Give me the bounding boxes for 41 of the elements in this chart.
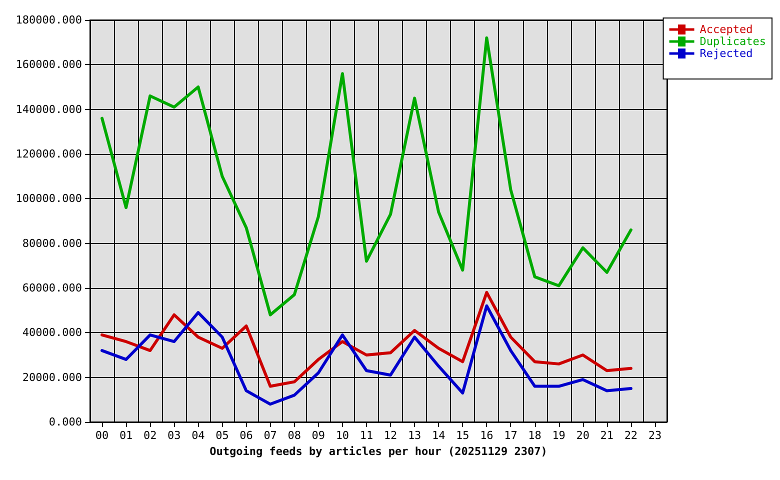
x-tick-label: 13 (408, 429, 422, 442)
x-tick-label: 05 (216, 429, 229, 442)
x-tick-label: 00 (95, 429, 109, 442)
legend-label: Rejected (700, 47, 753, 60)
line-series (100, 290, 632, 388)
x-tick-label: 02 (143, 429, 157, 442)
x-tick-label: 06 (240, 429, 253, 442)
x-tick-label: 14 (432, 429, 446, 442)
x-tick-label: 23 (648, 429, 662, 442)
x-tick-label: 17 (504, 429, 518, 442)
legend-label: Accepted (700, 23, 753, 36)
y-tick-label: 160000.000 (16, 58, 82, 72)
x-tick-label: 15 (456, 429, 470, 442)
y-tick-label: 80000.000 (22, 236, 82, 250)
x-tick-label: 21 (600, 429, 614, 442)
x-tick-label: 10 (336, 429, 350, 442)
y-tick-label: 100000.000 (16, 192, 82, 206)
line-series (100, 304, 632, 406)
y-tick-label: 40000.000 (22, 326, 82, 340)
x-tick-label: 22 (624, 429, 638, 442)
y-tick-label: 120000.000 (16, 148, 82, 160)
y-tick-label: 20000.000 (22, 370, 82, 384)
x-tick-label: 07 (264, 429, 277, 442)
x-tick-label: 08 (288, 429, 301, 442)
line-series (100, 36, 632, 316)
x-tick-label: 19 (552, 429, 566, 442)
x-tick-label: 04 (192, 429, 206, 442)
y-tick-label: 180000.000 (16, 14, 82, 26)
x-axis-title: Outgoing feeds by articles per hour (20251129 2307) (210, 445, 548, 458)
x-tick-label: 09 (312, 429, 326, 442)
x-tick-label: 03 (168, 429, 181, 442)
y-tick-label: 140000.000 (16, 102, 82, 116)
legend-label: Duplicates (700, 35, 766, 48)
x-tick-label: 18 (528, 429, 542, 442)
x-tick-label: 01 (119, 429, 133, 442)
y-tick-label: 60000.000 (22, 282, 82, 294)
y-tick-label: 0.000 (48, 416, 82, 428)
x-tick-label: 11 (360, 429, 374, 442)
x-tick-label: 20 (576, 429, 590, 442)
x-tick-label: 16 (480, 429, 494, 442)
x-tick-label: 12 (384, 429, 398, 442)
